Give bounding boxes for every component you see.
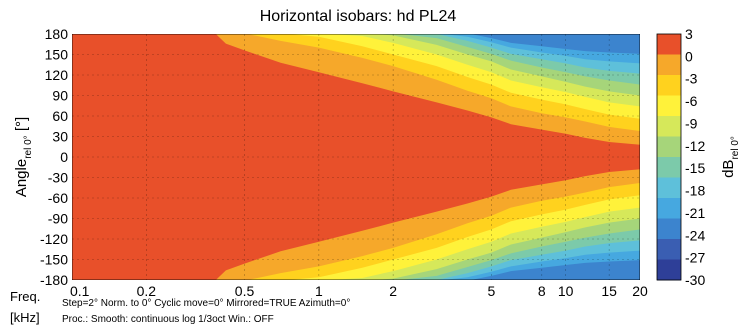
chart-title: Horizontal isobars: hd PL24 <box>260 8 457 25</box>
colorbar-tick-label: -18 <box>685 183 705 199</box>
y-tick-label: 180 <box>45 26 69 42</box>
x-tick-label: 20 <box>632 283 648 299</box>
y-tick-label: -120 <box>40 231 68 247</box>
plot-area <box>72 34 640 280</box>
band-minus-27-upper <box>470 34 640 54</box>
y-tick-label: 150 <box>45 47 69 63</box>
colorbar-tick-label: -12 <box>685 138 705 154</box>
processing-note: Proc.: Smooth: continuous log 1/3oct Win… <box>62 314 274 325</box>
colorbar-tick-label: -30 <box>685 272 705 288</box>
x-axis-ticks: 0.1 0.2 0.5 1 2 5 8 10 15 20 <box>70 283 648 299</box>
colorbar-swatch <box>657 116 681 137</box>
colorbar-swatch <box>657 157 681 178</box>
colorbar-swatch <box>657 136 681 158</box>
colorbar: 3 0 -3 -6 -9 -12 -15 -18 -21 -24 -27 -30 <box>656 26 705 288</box>
colorbar-swatch <box>657 34 681 55</box>
y-tick-label: -180 <box>40 272 68 288</box>
colorbar-swatch <box>657 218 681 240</box>
colorbar-swatch <box>657 239 681 260</box>
y-axis-label: Anglerel 0° [°] <box>13 117 34 197</box>
x-tick-label: 8 <box>538 283 546 299</box>
band-minus-27-lower <box>470 260 640 280</box>
colorbar-frame <box>656 33 682 281</box>
x-tick-label: 5 <box>487 283 495 299</box>
colorbar-tick-label: -9 <box>685 115 698 131</box>
colorbar-tick-label: -15 <box>685 160 705 176</box>
colorbar-tick-label: 3 <box>685 26 693 42</box>
colorbar-swatch <box>657 95 681 117</box>
x-tick-label: 10 <box>558 283 574 299</box>
svg-text:Anglerel 0° [°]: Anglerel 0° [°] <box>13 117 34 197</box>
colorbar-tick-label: -3 <box>685 71 698 87</box>
colorbar-swatch <box>657 198 681 219</box>
svg-text:dBrel 0°: dBrel 0° <box>720 136 741 178</box>
x-tick-label: 1 <box>315 283 323 299</box>
colorbar-tick-label: -27 <box>685 250 705 266</box>
y-tick-label: -60 <box>48 190 68 206</box>
colorbar-swatch <box>657 177 681 199</box>
y-tick-label: -150 <box>40 252 68 268</box>
colorbar-swatch <box>657 54 681 76</box>
y-tick-label: 30 <box>52 129 68 145</box>
colorbar-tick-label: -6 <box>685 93 698 109</box>
colorbar-tick-label: -21 <box>685 205 705 221</box>
x-tick-label: 0.2 <box>137 283 157 299</box>
colorbar-swatch <box>657 75 681 96</box>
colorbar-swatch <box>657 259 681 281</box>
y-tick-label: 0 <box>60 149 68 165</box>
y-tick-label: 60 <box>52 108 68 124</box>
grid-lines <box>72 34 640 280</box>
colorbar-label: dBrel 0° <box>720 136 741 178</box>
colorbar-tick-label: 0 <box>685 48 693 64</box>
x-tick-label: 2 <box>389 283 397 299</box>
y-tick-label: -90 <box>48 211 68 227</box>
x-tick-label: 0.5 <box>235 283 255 299</box>
settings-note: Step=2° Norm. to 0° Cyclic move=0° Mirro… <box>62 298 350 309</box>
y-tick-label: 90 <box>52 88 68 104</box>
y-axis-ticks: 180 150 120 90 60 30 0 -30 -60 -90 -120 -150 -180 <box>40 26 68 288</box>
y-tick-label: -30 <box>48 170 68 186</box>
colorbar-tick-label: -24 <box>685 227 705 243</box>
freq-unit-label: [kHz] <box>10 310 40 325</box>
x-tick-label: 0.1 <box>70 283 90 299</box>
x-tick-label: 15 <box>601 283 617 299</box>
freq-label: Freq. <box>10 289 40 304</box>
y-tick-label: 120 <box>45 67 69 83</box>
